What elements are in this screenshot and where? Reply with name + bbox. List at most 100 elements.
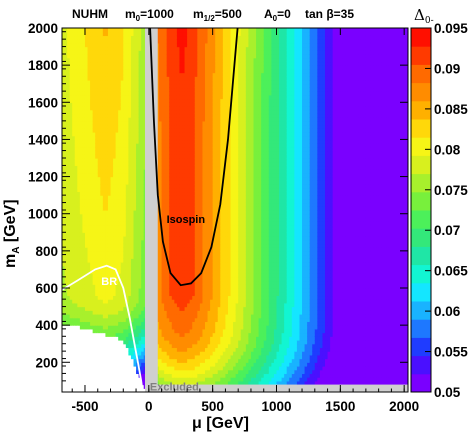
heatmap-cell	[97, 343, 101, 349]
heatmap-cell	[92, 369, 96, 375]
heatmap-cell	[102, 113, 107, 118]
heatmap-cell	[84, 135, 89, 141]
heatmap-cell	[62, 328, 66, 334]
heatmap-cell	[64, 139, 68, 144]
heatmap-cell	[97, 202, 101, 207]
heatmap-cell	[97, 150, 101, 155]
heatmap-cell	[62, 143, 66, 148]
heatmap-cell	[87, 117, 91, 122]
heatmap-cell	[102, 254, 107, 259]
heatmap-cell	[107, 39, 112, 44]
heatmap-cell	[105, 202, 109, 207]
heatmap-cell	[110, 228, 114, 233]
heatmap-cell	[62, 239, 66, 245]
heatmap-cell	[69, 314, 73, 319]
heatmap-cell	[82, 87, 86, 92]
heatmap-cell	[97, 143, 101, 148]
heatmap-cell	[67, 98, 71, 103]
heatmap-cell	[82, 42, 86, 48]
heatmap-cell	[72, 354, 76, 360]
heatmap-cell	[100, 340, 104, 345]
heatmap-cell	[72, 161, 76, 167]
heatmap-cell	[110, 46, 114, 51]
heatmap-cell	[64, 369, 68, 375]
heatmap-cell	[107, 314, 112, 319]
heatmap-cell	[79, 291, 84, 297]
heatmap-cell	[95, 310, 99, 315]
heatmap-cell	[90, 384, 94, 389]
heatmap-cell	[64, 247, 68, 252]
heatmap-cell	[62, 202, 66, 207]
heatmap-cell	[92, 42, 96, 48]
heatmap-cell	[102, 91, 107, 96]
heatmap-cell	[77, 83, 81, 89]
heatmap-cell	[87, 317, 91, 323]
heatmap-cell	[97, 224, 101, 230]
heatmap-cell	[113, 273, 117, 278]
heatmap-cell	[87, 280, 91, 285]
heatmap-cell	[82, 46, 86, 51]
heatmap-cell	[110, 169, 114, 174]
heatmap-cell	[77, 221, 81, 226]
heatmap-cell	[92, 35, 96, 40]
heatmap-cell	[107, 369, 112, 375]
heatmap-cell	[82, 124, 86, 129]
heatmap-cell	[74, 273, 78, 278]
heatmap-cell	[74, 206, 78, 211]
heatmap-cell	[105, 161, 109, 167]
heatmap-cell	[102, 354, 107, 360]
heatmap-cell	[77, 31, 81, 37]
heatmap-cell	[92, 91, 96, 96]
heatmap-cell	[95, 328, 99, 334]
heatmap-cell	[62, 135, 66, 141]
heatmap-cell	[92, 146, 96, 152]
heatmap-cell	[92, 102, 96, 107]
heatmap-cell	[62, 94, 66, 100]
heatmap-cell	[74, 269, 78, 274]
heatmap-cell	[107, 221, 112, 226]
heatmap-cell	[97, 213, 101, 219]
heatmap-cell	[82, 80, 86, 85]
heatmap-cell	[90, 276, 94, 282]
heatmap-cell	[87, 328, 91, 334]
heatmap-cell	[72, 195, 76, 200]
heatmap-cell	[72, 72, 76, 77]
heatmap-cell	[95, 239, 99, 245]
heatmap-cell	[92, 80, 96, 85]
heatmap-cell	[82, 295, 86, 300]
heatmap-cell	[102, 98, 107, 103]
heatmap-cell	[92, 269, 96, 274]
heatmap-cell	[69, 351, 73, 356]
heatmap-cell	[79, 343, 84, 349]
heatmap-cell	[95, 384, 99, 389]
heatmap-cell	[67, 39, 71, 44]
heatmap-cell	[77, 232, 81, 237]
heatmap-cell	[74, 317, 78, 323]
heatmap-cell	[64, 306, 68, 311]
heatmap-cell	[72, 172, 76, 178]
heatmap-cell	[105, 206, 109, 211]
heatmap-cell	[62, 109, 66, 115]
heatmap-cell	[82, 139, 86, 144]
heatmap-cell	[95, 187, 99, 193]
heatmap-cell	[87, 284, 91, 289]
heatmap-cell	[107, 120, 112, 126]
heatmap-cell	[100, 117, 104, 122]
heatmap-cell	[77, 388, 81, 392]
heatmap-cell	[107, 362, 112, 367]
heatmap-cell	[79, 106, 84, 111]
heatmap-cell	[105, 165, 109, 170]
heatmap-cell	[64, 102, 68, 107]
heatmap-cell	[95, 50, 99, 55]
heatmap-cell	[100, 143, 104, 148]
heatmap-cell	[82, 109, 86, 115]
heatmap-cell	[100, 306, 104, 311]
heatmap-cell	[105, 373, 109, 378]
heatmap-cell	[69, 76, 73, 81]
heatmap-cell	[77, 72, 81, 77]
heatmap-cell	[69, 57, 73, 63]
heatmap-cell	[62, 247, 66, 252]
heatmap-cell	[72, 158, 76, 163]
heatmap-cell	[105, 94, 109, 100]
